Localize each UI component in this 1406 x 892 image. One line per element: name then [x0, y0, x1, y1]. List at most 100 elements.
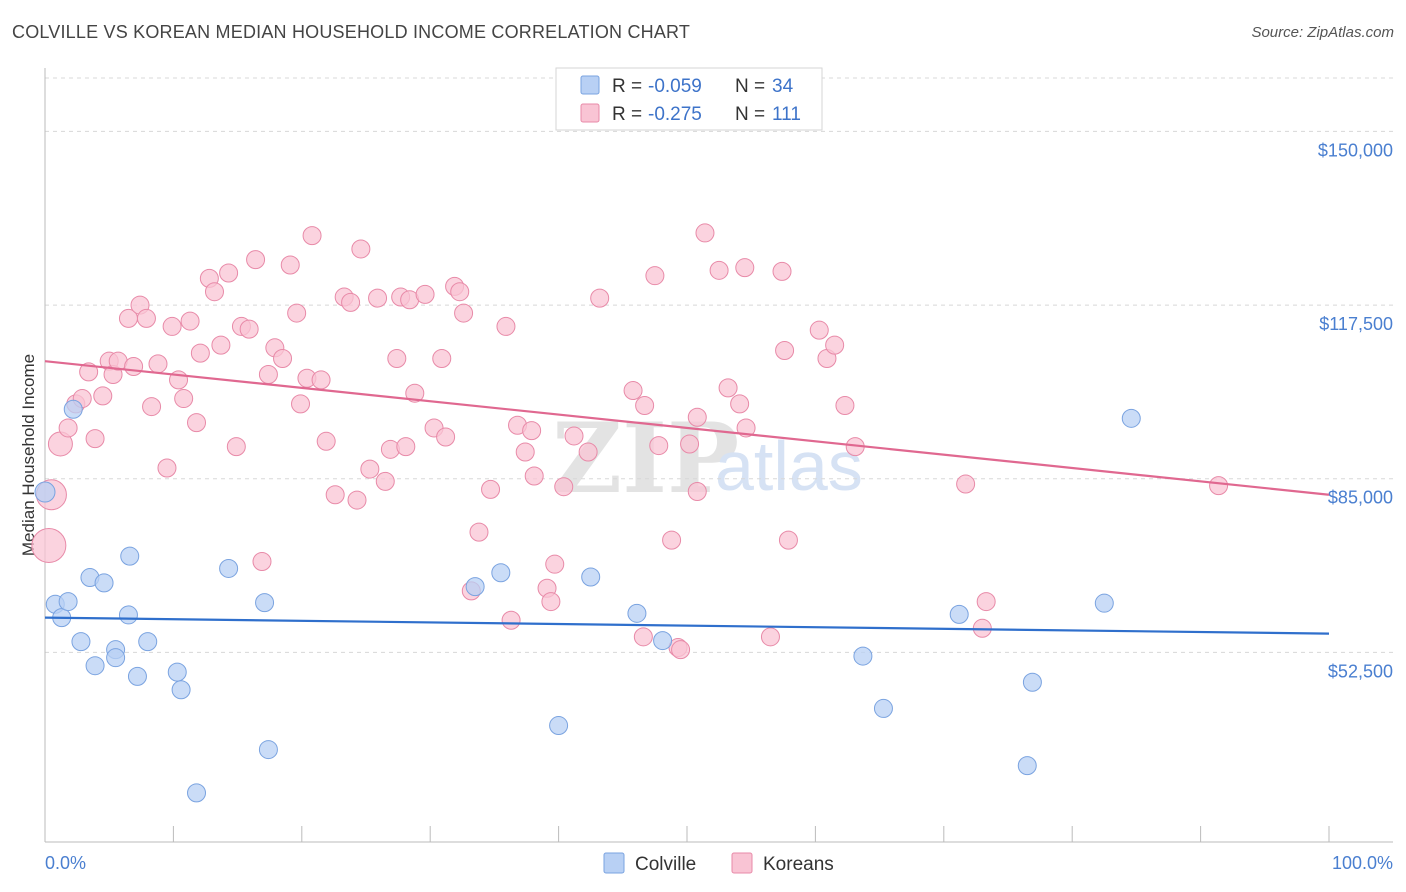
koreans-point	[730, 394, 750, 414]
colville-point	[127, 666, 147, 686]
koreans-point	[718, 378, 738, 398]
colville-point	[219, 558, 239, 578]
source-label: Source: ZipAtlas.com	[1251, 24, 1394, 41]
koreans-point	[662, 530, 682, 550]
colville-point	[85, 656, 105, 676]
x-ticks	[44, 826, 1330, 842]
colville-point	[465, 577, 485, 597]
y-tick-labels: $52,500 $85,000 $117,500 $150,000	[1318, 140, 1393, 681]
koreans-point	[450, 282, 470, 302]
legend-swatch-colville	[580, 75, 600, 95]
colville-point	[1121, 408, 1141, 428]
legend-n-value-koreans: 111	[772, 104, 801, 125]
colville-points	[34, 399, 1141, 803]
colville-point	[258, 740, 278, 760]
koreans-point	[809, 320, 829, 340]
koreans-point	[351, 239, 371, 259]
koreans-point	[760, 627, 780, 647]
colville-point	[627, 603, 647, 623]
koreans-point	[522, 421, 542, 441]
koreans-point	[174, 389, 194, 409]
koreans-point	[368, 288, 388, 308]
colville-point	[1094, 593, 1114, 613]
koreans-point	[515, 442, 535, 462]
koreans-point	[481, 479, 501, 499]
koreans-point	[291, 394, 311, 414]
koreans-point	[545, 554, 565, 574]
koreans-point	[148, 354, 168, 374]
colville-point	[118, 605, 138, 625]
colville-point	[120, 546, 140, 566]
series-legend: Colville Koreans	[603, 852, 834, 875]
colville-trendline	[44, 616, 1330, 635]
koreans-point	[405, 383, 425, 403]
koreans-point	[204, 282, 224, 302]
watermark-atlas: atlas	[715, 427, 863, 505]
koreans-point	[671, 640, 691, 660]
legend-n-label-koreans: N =	[735, 104, 765, 125]
koreans-point	[687, 407, 707, 427]
koreans-point	[956, 474, 976, 494]
legend-swatch-koreans	[580, 103, 600, 123]
series-legend-label-koreans: Koreans	[763, 854, 834, 875]
koreans-point	[578, 442, 598, 462]
koreans-point	[316, 431, 336, 451]
koreans-point	[311, 370, 331, 390]
colville-point	[653, 631, 673, 651]
koreans-point	[524, 466, 544, 486]
colville-point	[853, 646, 873, 666]
koreans-point	[136, 308, 156, 328]
koreans-point	[396, 437, 416, 457]
colville-point	[58, 592, 78, 612]
koreans-point	[162, 316, 182, 336]
koreans-point	[633, 627, 653, 647]
koreans-point	[835, 396, 855, 416]
koreans-point	[187, 413, 207, 433]
koreans-point	[142, 397, 162, 417]
koreans-point	[258, 365, 278, 385]
koreans-point	[496, 316, 516, 336]
koreans-point	[695, 223, 715, 243]
koreans-point	[501, 610, 521, 630]
legend-n-value-colville: 34	[772, 76, 794, 97]
koreans-point	[85, 429, 105, 449]
trendlines	[44, 360, 1330, 635]
koreans-point	[736, 418, 756, 438]
koreans-point	[645, 266, 665, 286]
colville-point	[63, 399, 83, 419]
y-tick-label: $52,500	[1328, 661, 1393, 681]
koreans-point	[469, 522, 489, 542]
koreans-point	[375, 471, 395, 491]
colville-point	[71, 632, 91, 652]
koreans-point	[1209, 476, 1229, 496]
series-legend-swatch-colville	[603, 852, 625, 874]
y-tick-label: $117,500	[1319, 314, 1393, 334]
koreans-points	[31, 223, 1229, 660]
koreans-point	[825, 335, 845, 355]
koreans-point	[347, 490, 367, 510]
koreans-point	[735, 258, 755, 278]
colville-point	[106, 648, 126, 668]
x-tick-label-min: 0.0%	[45, 853, 86, 873]
legend-r-value-koreans: -0.275	[648, 104, 702, 125]
watermark-zip: ZIP	[552, 402, 739, 515]
koreans-point	[649, 436, 669, 456]
koreans-point	[226, 437, 246, 457]
koreans-point	[772, 261, 792, 281]
colville-point	[255, 593, 275, 613]
colville-point	[949, 604, 969, 624]
colville-point	[187, 783, 207, 803]
koreans-point	[157, 458, 177, 478]
y-axis-label: Median Household Income	[19, 354, 38, 556]
stats-legend-box	[555, 67, 823, 131]
koreans-point	[341, 292, 361, 312]
koreans-point	[79, 362, 99, 382]
koreans-point	[190, 343, 210, 363]
koreans-point	[219, 263, 239, 283]
colville-point	[171, 680, 191, 700]
koreans-point	[273, 348, 293, 368]
koreans-point	[554, 477, 574, 497]
koreans-point	[564, 426, 584, 446]
koreans-trendline	[44, 360, 1330, 496]
